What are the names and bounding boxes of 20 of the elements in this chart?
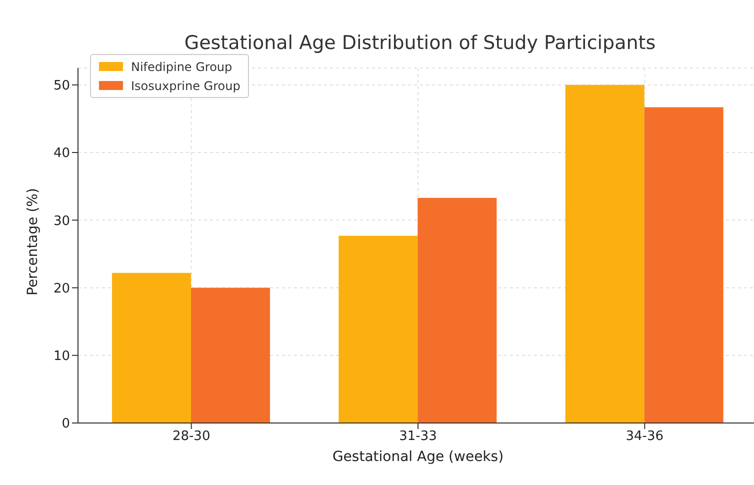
y-axis-title: Percentage (%) bbox=[24, 188, 41, 296]
y-tick-label: 20 bbox=[53, 281, 70, 296]
y-tick-label: 10 bbox=[53, 348, 70, 364]
bar bbox=[338, 236, 418, 423]
bar bbox=[644, 107, 724, 423]
bar bbox=[112, 272, 191, 423]
bar bbox=[191, 288, 270, 423]
legend-label: Isosuxprine Group bbox=[131, 78, 240, 92]
x-tick-label: 28-30 bbox=[172, 429, 210, 444]
bar bbox=[418, 198, 497, 423]
chart-title: Gestational Age Distribution of Study Participants bbox=[183, 32, 657, 54]
x-tick-label: 34-36 bbox=[626, 429, 664, 444]
x-axis-title: Gestational Age (weeks) bbox=[332, 449, 504, 465]
y-tick-label: 50 bbox=[53, 78, 70, 94]
y-tick-label: 0 bbox=[62, 416, 70, 432]
y-tick-label: 30 bbox=[53, 214, 70, 229]
bar bbox=[565, 84, 644, 423]
x-tick-label: 31-33 bbox=[399, 429, 437, 444]
legend-label: Nifedipine Group bbox=[131, 60, 232, 74]
y-tick-label: 40 bbox=[53, 146, 70, 162]
